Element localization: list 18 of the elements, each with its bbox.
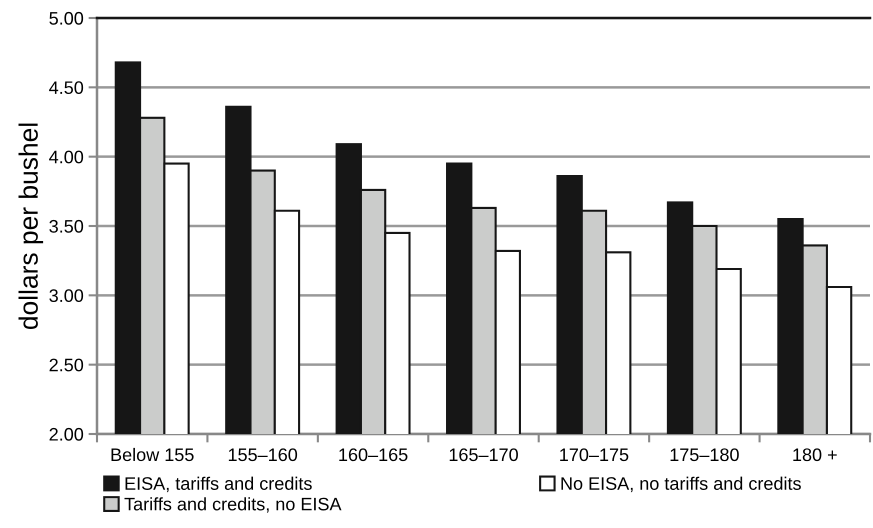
y-tick-label: 5.00	[49, 12, 84, 25]
legend-label: Tariffs and credits, no EISA	[124, 497, 342, 513]
y-tick-label: 4.50	[49, 81, 84, 94]
x-tick-label: 175–180	[670, 448, 739, 462]
x-tick-label: 180 +	[793, 448, 837, 462]
x-tick-label: 165–170	[450, 448, 518, 462]
legend-label: No EISA, no tariffs and credits	[561, 476, 801, 492]
y-tick-label: 3.50	[49, 220, 84, 233]
x-tick-label: Below 155	[112, 448, 194, 462]
y-tick-label: 2.00	[50, 428, 84, 441]
y-tick-label: 3.00	[49, 289, 84, 302]
y-tick-label: 4.00	[49, 150, 84, 164]
y-tick-label: 2.50	[50, 358, 84, 372]
y-axis-title: dollars per bushel	[18, 124, 44, 330]
x-tick-label: 155–160	[228, 448, 298, 462]
x-tick-label: 170–175	[560, 448, 628, 462]
x-tick-label: 160–165	[339, 448, 408, 462]
legend-label: EISA, tariffs and credits	[126, 476, 312, 492]
